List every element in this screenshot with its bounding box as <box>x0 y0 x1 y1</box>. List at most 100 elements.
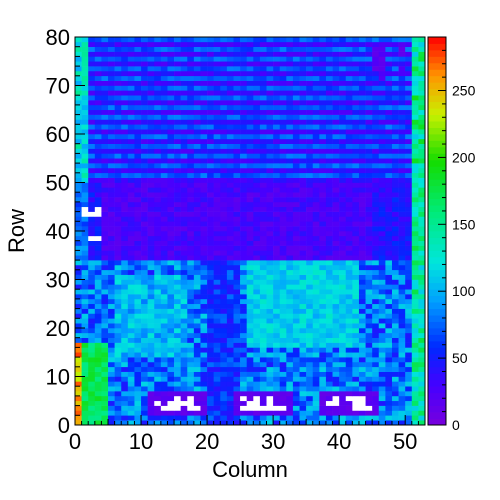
heatmap-cell <box>200 391 208 397</box>
heatmap-cell <box>167 192 175 198</box>
heatmap-cell <box>299 260 307 266</box>
heatmap-cell <box>88 357 96 363</box>
heatmap-cell <box>121 231 129 237</box>
heatmap-cell <box>141 109 148 115</box>
heatmap-cell <box>273 148 281 154</box>
heatmap-cell <box>240 75 247 81</box>
heatmap-cell <box>378 279 386 285</box>
heatmap-cell <box>299 56 307 62</box>
heatmap-cell <box>299 381 307 387</box>
heatmap-cell <box>81 192 89 198</box>
heatmap-cell <box>127 269 135 275</box>
heatmap-cell <box>114 51 122 57</box>
color-bar-segment <box>428 114 446 122</box>
heatmap-cell <box>193 323 201 329</box>
heatmap-cell <box>378 211 386 217</box>
heatmap-cell <box>339 177 347 183</box>
x-tick-label: 40 <box>327 429 351 454</box>
heatmap-cell <box>259 294 267 300</box>
heatmap-cell <box>75 303 82 309</box>
heatmap-cell <box>398 381 406 387</box>
heatmap-cell <box>200 410 208 416</box>
heatmap-cell <box>75 415 82 421</box>
heatmap-cell <box>405 37 413 43</box>
heatmap-cell <box>213 75 221 81</box>
heatmap-cell <box>332 420 340 426</box>
heatmap-cell <box>207 95 214 101</box>
heatmap-cell <box>200 100 208 106</box>
heatmap-cell <box>134 342 142 348</box>
heatmap-cell <box>121 192 129 198</box>
heatmap-cell <box>141 231 148 237</box>
heatmap-cell <box>312 221 320 227</box>
heatmap-cell <box>325 109 333 115</box>
heatmap-cell <box>200 303 208 309</box>
heatmap-cell <box>108 95 115 101</box>
heatmap-cell <box>352 70 360 77</box>
heatmap-cell <box>193 342 201 348</box>
heatmap-cell <box>292 75 300 81</box>
heatmap-cell <box>81 100 89 106</box>
heatmap-cell <box>411 119 419 125</box>
heatmap-cell <box>134 211 142 217</box>
heatmap-cell <box>81 138 89 144</box>
heatmap-cell <box>292 337 300 343</box>
heatmap-cell <box>134 235 142 241</box>
heatmap-cell <box>259 129 267 135</box>
heatmap-cell <box>372 255 380 261</box>
heatmap-cell <box>226 134 234 140</box>
heatmap-cell <box>121 284 129 290</box>
heatmap-cell <box>114 201 122 208</box>
heatmap-cell <box>147 289 155 295</box>
heatmap-cell <box>193 366 201 372</box>
heatmap-cell <box>345 134 353 140</box>
heatmap-cell <box>372 182 380 188</box>
heatmap-cell <box>325 269 333 275</box>
heatmap-cell <box>75 119 82 125</box>
heatmap-cell <box>372 245 380 251</box>
heatmap-cell <box>180 80 188 86</box>
heatmap-cell <box>88 395 96 402</box>
heatmap-cell <box>292 284 300 290</box>
heatmap-cell <box>352 206 360 212</box>
heatmap-cell <box>306 245 314 251</box>
heatmap-cell <box>121 187 129 193</box>
heatmap-cell <box>233 148 241 154</box>
heatmap-cell <box>411 138 419 144</box>
heatmap-cell <box>81 56 89 62</box>
heatmap-cell <box>306 216 314 222</box>
heatmap-cell <box>325 308 333 314</box>
heatmap-cell <box>411 357 419 363</box>
heatmap-cell <box>220 148 228 154</box>
heatmap-cell <box>279 245 287 251</box>
heatmap-cell <box>299 255 307 261</box>
heatmap-cell <box>378 143 386 149</box>
heatmap-cell <box>134 226 142 232</box>
heatmap-cell <box>411 66 419 72</box>
heatmap-cell <box>187 405 195 411</box>
heatmap-cell <box>273 381 281 387</box>
heatmap-cell <box>312 260 320 266</box>
heatmap-cell <box>233 279 241 285</box>
heatmap-cell <box>213 405 221 411</box>
heatmap-cell <box>385 284 393 290</box>
heatmap-cell <box>398 90 406 96</box>
heatmap-cell <box>358 284 366 290</box>
heatmap-cell <box>292 100 300 106</box>
heatmap-cell <box>378 342 386 348</box>
heatmap-cell <box>345 192 353 198</box>
heatmap-cell <box>187 303 195 309</box>
heatmap-cell <box>240 197 247 203</box>
heatmap-cell <box>372 143 380 149</box>
heatmap-cell <box>286 420 294 426</box>
heatmap-cell <box>299 303 307 309</box>
heatmap-cell <box>141 187 148 193</box>
heatmap-cell <box>108 415 115 421</box>
heatmap-cell <box>292 289 300 295</box>
heatmap-cell <box>398 61 406 67</box>
heatmap-cell <box>332 328 340 334</box>
heatmap-cell <box>180 138 188 144</box>
heatmap-cell <box>391 352 399 358</box>
heatmap-cell <box>187 80 195 86</box>
heatmap-cell <box>411 386 419 392</box>
